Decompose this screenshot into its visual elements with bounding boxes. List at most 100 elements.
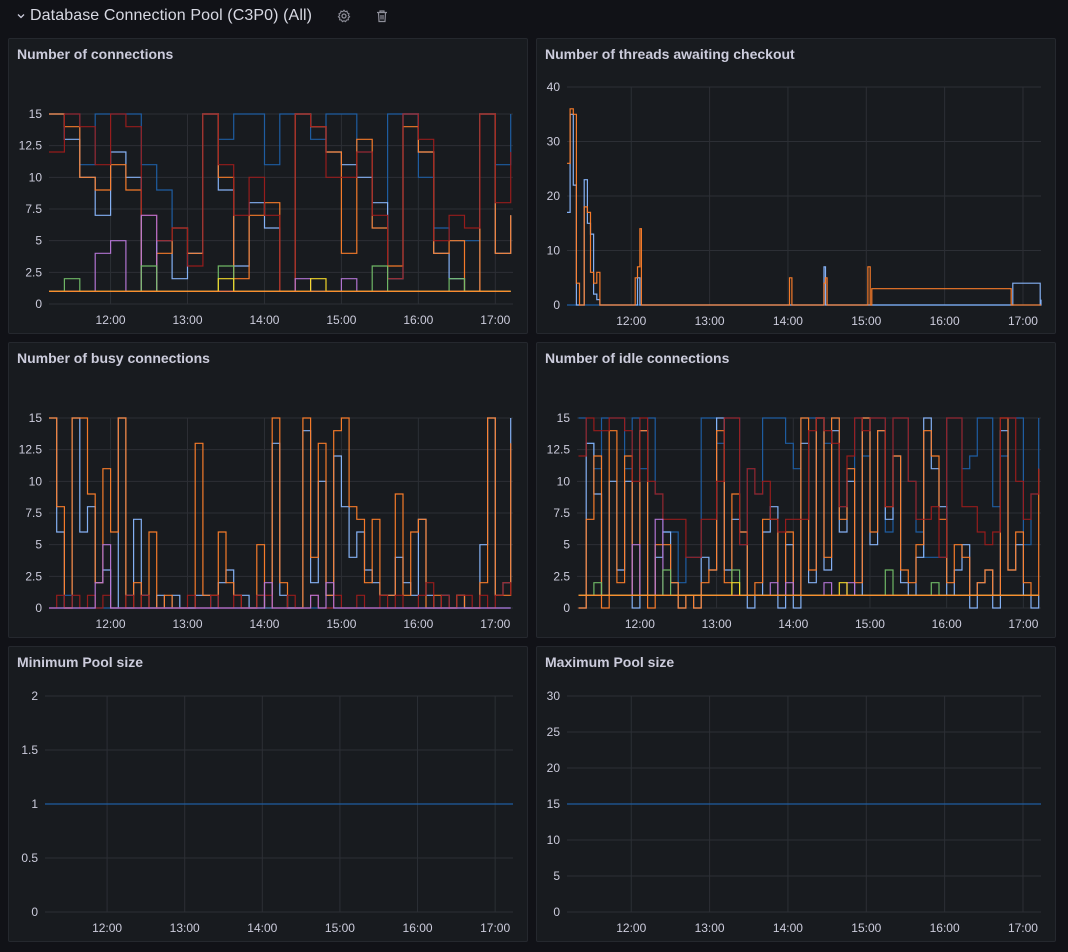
row-header[interactable]: Database Connection Pool (C3P0) (All) xyxy=(16,4,390,28)
x-tick-label: 16:00 xyxy=(403,313,433,327)
y-tick-label: 7.5 xyxy=(553,506,570,520)
x-tick-label: 13:00 xyxy=(702,617,732,631)
x-tick-label: 17:00 xyxy=(480,617,510,631)
y-tick-label: 1 xyxy=(31,797,38,811)
y-tick-label: 7.5 xyxy=(25,506,42,520)
x-tick-label: 15:00 xyxy=(851,921,881,935)
x-tick-label: 16:00 xyxy=(930,314,960,328)
series-line-pool-d xyxy=(578,417,1040,558)
panel-minimum-pool-size[interactable]: Minimum Pool size 0 0.5 1 1.5 2 12:00 13:00 14:… xyxy=(8,646,528,942)
y-tick-label: 30 xyxy=(547,135,561,149)
x-tick-label: 15:00 xyxy=(326,313,356,327)
y-tick-label: 12.5 xyxy=(19,139,43,153)
panel-title: Maximum Pool size xyxy=(545,654,675,670)
x-tick-label: 15:00 xyxy=(855,617,885,631)
chart-min-pool[interactable]: 0 0.5 1 1.5 2 12:00 13:00 14:00 15:00 16:00 17:00 xyxy=(9,647,529,943)
y-tick-label: 20 xyxy=(547,189,561,203)
panel-title: Minimum Pool size xyxy=(17,654,144,670)
x-tick-label: 14:00 xyxy=(773,314,803,328)
x-tick-label: 16:00 xyxy=(932,617,962,631)
panel-idle-connections[interactable]: Number of idle connections 0 2.5 5 7.5 10 12.… xyxy=(536,342,1056,638)
x-tick-label: 17:00 xyxy=(1008,314,1038,328)
panel-title: Number of idle connections xyxy=(545,350,730,366)
series-group xyxy=(49,417,512,609)
x-tick-label: 16:00 xyxy=(930,921,960,935)
y-tick-label: 0.5 xyxy=(21,851,38,865)
chart-threads[interactable]: 0 10 20 30 40 12:00 13:00 14:00 15:00 16:00 17:00 xyxy=(537,39,1057,335)
trash-icon[interactable] xyxy=(374,8,390,24)
gear-icon[interactable] xyxy=(336,8,352,24)
series-line-pool-c xyxy=(567,108,1041,306)
panel-number-of-connections[interactable]: Number of connections 0 2.5 5 7.5 10 12.5 15 12… xyxy=(8,38,528,334)
y-tick-label: 7.5 xyxy=(25,202,42,216)
y-tick-label: 2.5 xyxy=(25,265,42,279)
x-tick-label: 15:00 xyxy=(851,314,881,328)
x-tick-label: 12:00 xyxy=(625,617,655,631)
y-tick-label: 10 xyxy=(547,244,561,258)
y-tick-label: 15 xyxy=(547,797,561,811)
x-tick-label: 14:00 xyxy=(247,921,277,935)
x-tick-label: 15:00 xyxy=(326,617,356,631)
x-tick-label: 12:00 xyxy=(616,921,646,935)
series-group xyxy=(49,113,512,292)
chart-idle[interactable]: 0 2.5 5 7.5 10 12.5 15 12:00 13:00 14:00 15:00 16:0… xyxy=(537,343,1057,639)
x-tick-label: 16:00 xyxy=(403,921,433,935)
y-tick-label: 15 xyxy=(29,107,43,121)
y-tick-label: 15 xyxy=(557,411,571,425)
y-tick-label: 0 xyxy=(35,297,42,311)
series-line-pool-a xyxy=(578,417,1040,584)
series-group xyxy=(578,417,1040,609)
x-tick-label: 14:00 xyxy=(249,617,279,631)
row-title[interactable]: Database Connection Pool (C3P0) (All) xyxy=(30,7,313,24)
series-line-pool-d xyxy=(49,113,512,292)
y-tick-label: 10 xyxy=(29,474,43,488)
y-tick-label: 10 xyxy=(547,833,561,847)
x-tick-label: 12:00 xyxy=(92,921,122,935)
x-tick-label: 13:00 xyxy=(170,921,200,935)
panel-busy-connections[interactable]: Number of busy connections 0 2.5 5 7.5 10 12.… xyxy=(8,342,528,638)
y-tick-label: 0 xyxy=(563,601,570,615)
y-tick-label: 10 xyxy=(29,170,43,184)
y-tick-label: 5 xyxy=(553,869,560,883)
y-tick-label: 2 xyxy=(31,689,38,703)
series-group xyxy=(567,108,1042,306)
x-tick-label: 13:00 xyxy=(172,313,202,327)
y-tick-label: 5 xyxy=(35,234,42,248)
y-tick-label: 25 xyxy=(547,725,561,739)
panel-title: Number of connections xyxy=(17,46,174,62)
x-tick-label: 17:00 xyxy=(1008,921,1038,935)
panel-maximum-pool-size[interactable]: Maximum Pool size 0 5 10 15 20 25 30 12:00 13:00… xyxy=(536,646,1056,942)
y-tick-label: 5 xyxy=(35,538,42,552)
panel-title: Number of threads awaiting checkout xyxy=(545,46,795,62)
chart-connections[interactable]: 0 2.5 5 7.5 10 12.5 15 12:00 13:00 14:00 15:00 16:0… xyxy=(9,39,529,335)
panel-title: Number of busy connections xyxy=(17,350,210,366)
x-tick-label: 14:00 xyxy=(249,313,279,327)
y-tick-label: 0 xyxy=(35,601,42,615)
y-tick-label: 20 xyxy=(547,761,561,775)
y-tick-label: 2.5 xyxy=(25,569,42,583)
y-tick-label: 30 xyxy=(547,689,561,703)
y-tick-label: 15 xyxy=(29,411,43,425)
x-tick-label: 14:00 xyxy=(778,617,808,631)
x-tick-label: 12:00 xyxy=(96,313,126,327)
y-tick-label: 12.5 xyxy=(547,443,571,457)
chart-busy[interactable]: 0 2.5 5 7.5 10 12.5 15 12:00 13:00 14:00 15:00 16:0… xyxy=(9,343,529,639)
x-tick-label: 12:00 xyxy=(616,314,646,328)
x-tick-label: 12:00 xyxy=(96,617,126,631)
panel-threads-awaiting-checkout[interactable]: Number of threads awaiting checkout 0 10 2… xyxy=(536,38,1056,334)
y-tick-label: 0 xyxy=(31,905,38,919)
x-tick-label: 13:00 xyxy=(695,921,725,935)
y-tick-label: 40 xyxy=(547,80,561,94)
x-tick-label: 17:00 xyxy=(480,313,510,327)
y-tick-label: 12.5 xyxy=(19,443,43,457)
x-tick-label: 17:00 xyxy=(480,921,510,935)
y-tick-label: 2.5 xyxy=(553,569,570,583)
y-tick-label: 0 xyxy=(553,905,560,919)
x-tick-label: 17:00 xyxy=(1008,617,1038,631)
x-tick-label: 13:00 xyxy=(172,617,202,631)
chart-max-pool[interactable]: 0 5 10 15 20 25 30 12:00 13:00 14:00 15:00 16:00 17:… xyxy=(537,647,1057,943)
chevron-down-icon[interactable] xyxy=(16,11,26,21)
x-tick-label: 13:00 xyxy=(695,314,725,328)
x-tick-label: 16:00 xyxy=(403,617,433,631)
x-tick-label: 14:00 xyxy=(773,921,803,935)
